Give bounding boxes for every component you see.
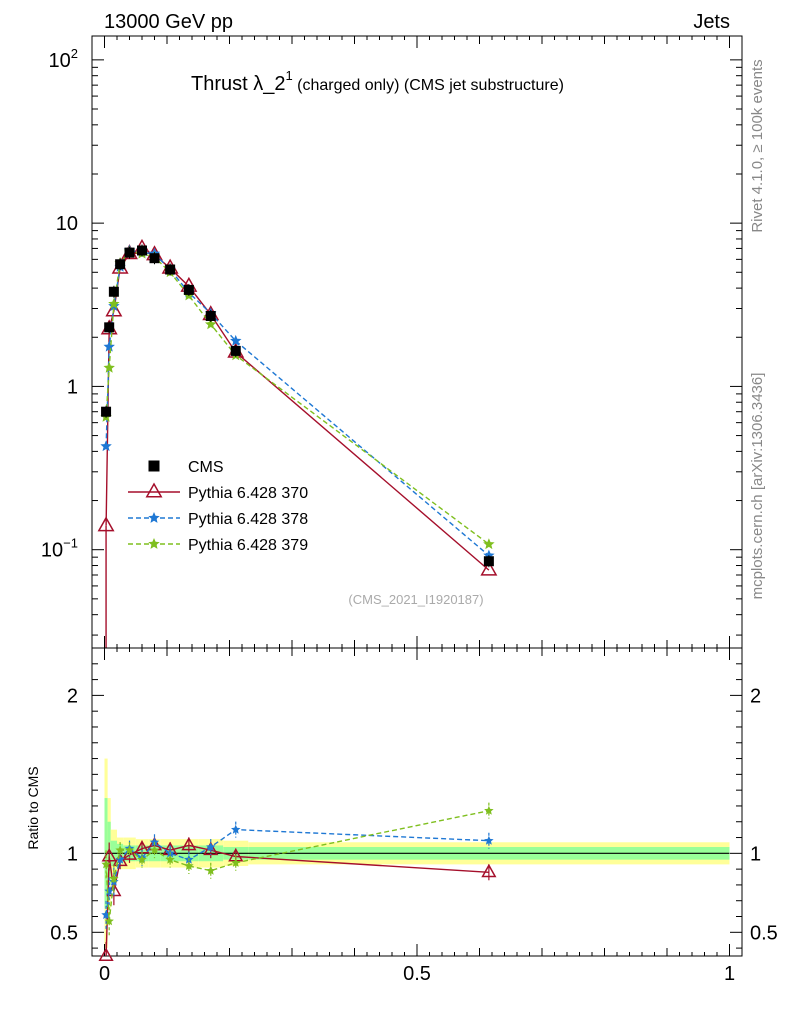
plot-title-main: Thrust λ_2: [191, 73, 285, 95]
ratio-point-2-9: [206, 842, 216, 852]
main-point-0-9: [205, 310, 216, 321]
ratio-ytick-label: 0.5: [50, 922, 78, 944]
plot-title-sup: 1: [285, 68, 292, 83]
main-point-1-2: [105, 301, 123, 317]
main-ytick-label: 102: [49, 46, 78, 72]
legend: CMS Pythia 6.428 370 Pythia 6.428 378 Pythi…: [128, 459, 308, 554]
main-frame: [91, 35, 743, 649]
main-point-2-10: [230, 334, 242, 346]
main-point-0-7: [165, 264, 176, 275]
main-point-1-11: [480, 560, 498, 576]
ratio-point-3-0: [101, 859, 111, 869]
ratio-point-3-10: [231, 857, 241, 867]
ratio-point-2-6: [149, 837, 160, 847]
ratio-point-1-11: [481, 863, 497, 878]
ratio-ytick-label-right: 2: [750, 685, 761, 707]
legend-marker: [148, 538, 160, 549]
ratio-point-3-8: [184, 861, 194, 870]
ratio-point-3-4: [124, 845, 135, 855]
legend-label: Pythia 6.428 370: [188, 485, 308, 502]
main-ytick-label: 10: [56, 213, 78, 235]
main-ytick-base: 10: [56, 213, 78, 235]
mcplots-label: mcplots.cern.ch [arXiv:1306.3436]: [749, 373, 766, 600]
xtick-label: 1: [724, 963, 735, 985]
header-left: 13000 GeV pp: [104, 11, 233, 33]
ratio-point-3-1: [104, 916, 114, 926]
main-point-0-1: [104, 322, 115, 333]
legend-label: Pythia 6.428 379: [188, 537, 308, 554]
ratio-point-3-3: [115, 845, 125, 855]
series-line-2: [105, 249, 490, 557]
main-ytick-base: 10: [49, 50, 71, 72]
ratio-ytick-label: 2: [67, 685, 78, 707]
xtick-label: 0: [99, 963, 110, 985]
ratio-point-2-11: [484, 835, 494, 845]
ratio-frame: [91, 647, 743, 957]
main-point-2-1: [103, 340, 115, 352]
main-point-0-2: [108, 286, 119, 297]
main-ytick-label: 10−1: [41, 536, 78, 562]
main-point-0-6: [149, 253, 160, 264]
main-ytick-exp: −1: [63, 536, 78, 551]
ratio-point-2-3: [115, 854, 125, 864]
ratio-point-3-2: [109, 873, 119, 883]
ratio-ytick-label-right: 0.5: [750, 922, 778, 944]
main-ytick-label: 1: [67, 376, 78, 398]
series-line-3: [105, 250, 490, 545]
legend-label: CMS: [188, 459, 224, 476]
ratio-point-3-7: [165, 854, 175, 864]
ratio-ylabel: Ratio to CMS: [25, 766, 41, 849]
main-point-3-9: [205, 318, 217, 330]
plot-title-suffix: (charged only) (CMS jet substructure): [293, 77, 564, 94]
main-point-0-8: [183, 284, 194, 295]
legend-marker-cms: [148, 460, 160, 472]
ratio-ytick-label: 1: [67, 843, 78, 865]
legend-marker: [148, 512, 160, 523]
legend-marker: [145, 482, 163, 498]
main-ytick-exp: 2: [71, 46, 78, 61]
ratio-point-3-5: [137, 854, 147, 864]
ratio-point-2-10: [231, 824, 241, 834]
rivet-label: Rivet 4.1.0, ≥ 100k events: [749, 59, 766, 232]
legend-label: Pythia 6.428 378: [188, 511, 308, 528]
ratio-point-1-0: [98, 947, 114, 961]
main-point-1-0: [97, 516, 115, 532]
main-point-0-0: [101, 406, 112, 417]
main-point-0-3: [115, 259, 126, 270]
main-point-0-10: [230, 345, 241, 356]
ratio-panel: 0 0.5 1 2 2 1 1 0.5 0.5: [50, 36, 778, 985]
plot-title: Thrust λ_21 (charged only) (CMS jet subs…: [191, 68, 564, 95]
analysis-watermark: (CMS_2021_I1920187): [348, 592, 483, 607]
main-point-0-11: [483, 556, 494, 567]
header-right: Jets: [693, 11, 730, 33]
main-point-0-5: [137, 245, 147, 256]
main-point-3-2: [108, 297, 120, 309]
ratio-point-1-4: [121, 846, 138, 860]
ratio-point-3-11: [484, 805, 494, 815]
main-point-2-0: [100, 440, 112, 452]
ratio-point-3-6: [149, 845, 160, 855]
xtick-label: 0.5: [403, 963, 431, 985]
ratio-point-1-1: [101, 847, 117, 862]
ratio-point-2-1: [104, 886, 114, 896]
main-point-3-1: [103, 361, 115, 373]
main-ytick-base: 10: [41, 540, 63, 562]
ratio-point-1-8: [181, 836, 197, 851]
ratio-point-3-9: [206, 865, 216, 875]
main-point-3-11: [483, 538, 495, 550]
ratio-ytick-label-right: 1: [750, 843, 761, 865]
main-ytick-base: 1: [67, 376, 78, 398]
main-point-0-4: [124, 247, 135, 258]
